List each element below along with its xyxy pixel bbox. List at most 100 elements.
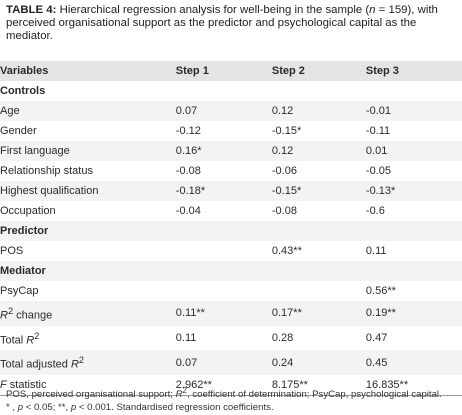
footnote-line-2: * , p < 0.05; **, p < 0.001. Standardise…	[6, 401, 458, 414]
table-row-gender: Gender -0.12 -0.15* -0.11	[0, 121, 462, 141]
cell-step-3: 16.835**	[365, 374, 462, 396]
cell-step-3: 0.01	[365, 145, 388, 157]
r-symbol: R	[175, 389, 183, 401]
table-row-f-statistic: F statistic 2.962** 8.175** 16.835**	[0, 374, 462, 396]
caption-n-var: n	[369, 4, 376, 16]
cell-step-3: -0.6	[365, 205, 385, 217]
cell-step-1: 0.07	[175, 356, 198, 369]
squared-superscript: 2	[34, 330, 40, 341]
row-label-suffix: statistic	[6, 378, 47, 391]
cell-step-2: -0.15*	[271, 185, 302, 197]
row-label: PsyCap	[0, 285, 39, 297]
cell-step-1: -0.08	[175, 165, 201, 177]
footnote-text: , coefficient of determination; PsyCap, …	[186, 389, 442, 401]
cell-step-1: 0.16*	[175, 145, 202, 157]
header-step-3: Step 3	[365, 65, 399, 77]
cell-step-2: 0.12	[271, 105, 294, 117]
cell-step-2: 0.17**	[271, 307, 302, 320]
squared-superscript: 2	[78, 355, 84, 366]
caption-text-1: Hierarchical regression analysis for wel…	[56, 4, 370, 16]
cell-step-1	[176, 281, 272, 301]
row-label: R2 change	[0, 301, 176, 326]
table-row-highest-qualification: Highest qualification -0.18* -0.15* -0.1…	[0, 181, 462, 201]
section-label: Predictor	[0, 225, 49, 237]
table-row-first-language: First language 0.16* 0.12 0.01	[0, 141, 462, 161]
cell-step-1: -0.04	[175, 205, 201, 217]
section-row-mediator: Mediator	[0, 261, 462, 281]
cell-step-3: 0.19**	[365, 307, 396, 320]
cell-step-3: 0.45	[365, 356, 388, 369]
row-label: Highest qualification	[0, 185, 99, 197]
cell-step-2: 0.43**	[271, 245, 302, 257]
cell-step-3: 0.47	[365, 331, 388, 344]
section-label: Controls	[0, 85, 46, 97]
cell-step-1: 2.962**	[175, 374, 272, 396]
p-symbol: p	[17, 402, 24, 414]
cell-step-2	[272, 281, 366, 301]
cell-step-2: 0.12	[271, 145, 294, 157]
cell-step-1: -0.12	[175, 125, 201, 137]
table-row-pos: POS 0.43** 0.11	[0, 241, 462, 261]
header-row: Variables Step 1 Step 2 Step 3	[0, 61, 462, 81]
table-caption: TABLE 4: Hierarchical regression analysi…	[6, 4, 458, 43]
footnote-text: * ,	[6, 402, 16, 414]
row-label-suffix: change	[13, 309, 53, 322]
table-label: TABLE 4:	[6, 4, 57, 16]
cell-step-3: 0.11	[365, 245, 387, 257]
row-label-prefix: Total adjusted	[0, 358, 71, 371]
r-symbol: R	[26, 334, 35, 347]
cell-step-2: 0.24	[271, 356, 294, 369]
section-row-predictor: Predictor	[0, 221, 462, 241]
table-row-total-r2: Total R2 0.11 0.28 0.47	[0, 326, 462, 351]
row-label: Age	[0, 105, 20, 117]
cell-step-3: -0.13*	[365, 185, 396, 197]
row-label-prefix: Total	[0, 334, 27, 347]
caption-text-2: = 159), with perceived organisational su…	[6, 4, 438, 42]
cell-step-1: -0.18*	[175, 185, 206, 197]
cell-step-2: -0.06	[271, 165, 297, 177]
row-label: Relationship status	[0, 165, 93, 177]
table-row-r2-change: R2 change 0.11** 0.17** 0.19**	[0, 301, 462, 326]
p-symbol: p	[70, 402, 77, 414]
table-row-psycap: PsyCap 0.56**	[0, 281, 462, 301]
cell-step-3: -0.05	[365, 165, 391, 177]
table-row-total-adjusted-r2: Total adjusted R2 0.07 0.24 0.45	[0, 350, 462, 375]
cell-step-2: 8.175**	[271, 374, 366, 396]
squared-superscript: 2	[182, 386, 187, 395]
row-label: F statistic	[0, 374, 176, 396]
cell-step-2: -0.15*	[271, 125, 302, 137]
row-label: Gender	[0, 125, 37, 137]
header-variables: Variables	[0, 65, 49, 77]
cell-step-1: 0.07	[175, 105, 198, 117]
cell-step-3: 0.56**	[365, 285, 396, 297]
table-footnote: POS, perceived organisational support; R…	[6, 384, 458, 414]
regression-table: Variables Step 1 Step 2 Step 3 Controls …	[0, 61, 462, 396]
cell-step-3: -0.01	[365, 105, 391, 117]
header-step-2: Step 2	[271, 65, 305, 77]
cell-step-3: -0.11	[365, 125, 391, 137]
squared-superscript: 2	[7, 306, 14, 316]
cell-step-1	[176, 241, 272, 261]
table-row-relationship-status: Relationship status -0.08 -0.06 -0.05	[0, 161, 462, 181]
footnote-text: POS, perceived organisational support;	[6, 389, 176, 401]
r-symbol: R	[0, 309, 8, 322]
row-label: First language	[0, 145, 70, 157]
table-row-occupation: Occupation -0.04 -0.08 -0.6	[0, 201, 462, 221]
row-label: POS	[0, 245, 24, 257]
header-step-1: Step 1	[175, 65, 209, 77]
row-label: Total adjusted R2	[0, 350, 176, 375]
table-row-age: Age 0.07 0.12 -0.01	[0, 101, 462, 121]
r-symbol: R	[70, 358, 79, 371]
section-row-controls: Controls	[0, 81, 462, 101]
row-label: Occupation	[0, 205, 56, 217]
section-label: Mediator	[0, 265, 46, 277]
footnote-text: < 0.001. Standardised regression coeffic…	[76, 402, 274, 414]
cell-step-2: 0.28	[271, 331, 294, 344]
f-symbol: F	[0, 378, 7, 391]
cell-step-1: 0.11**	[175, 307, 205, 320]
cell-step-2: -0.08	[271, 205, 297, 217]
cell-step-1: 0.11	[175, 331, 197, 344]
footnote-line-1: POS, perceived organisational support; R…	[6, 384, 458, 401]
row-label: Total R2	[0, 326, 176, 351]
footnote-text: < 0.05; **,	[23, 402, 71, 414]
